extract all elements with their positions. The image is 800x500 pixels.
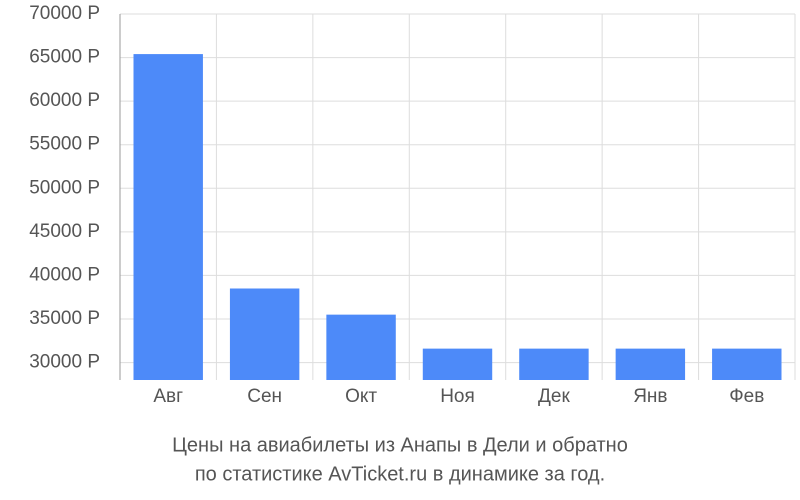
y-tick-label: 55000 Р — [29, 134, 100, 155]
x-tick-label: Авг — [153, 386, 183, 407]
x-tick-label: Сен — [247, 386, 282, 407]
x-tick-label: Окт — [345, 386, 377, 407]
bar — [229, 288, 300, 380]
bar — [712, 348, 782, 380]
chart-subtitle: по статистике AvTicket.ru в динамике за … — [195, 463, 605, 485]
y-tick-label: 50000 Р — [29, 177, 100, 198]
y-tick-label: 70000 Р — [29, 3, 100, 24]
x-tick-label: Янв — [633, 386, 667, 407]
bar — [133, 54, 203, 380]
x-tick-label: Ноя — [440, 386, 475, 407]
bar — [615, 348, 686, 380]
bar — [326, 314, 396, 380]
y-tick-label: 35000 Р — [29, 308, 100, 329]
y-tick-label: 40000 Р — [29, 264, 100, 285]
y-tick-label: 65000 Р — [29, 47, 100, 68]
bar — [519, 348, 589, 380]
y-tick-label: 60000 Р — [29, 90, 100, 111]
y-tick-label: 30000 Р — [29, 352, 100, 373]
chart-title: Цены на авиабилеты из Анапы в Дели и обр… — [172, 434, 628, 456]
bar — [422, 348, 493, 380]
y-tick-label: 45000 Р — [29, 221, 100, 242]
x-tick-label: Дек — [538, 386, 570, 407]
x-tick-label: Фев — [729, 386, 764, 407]
